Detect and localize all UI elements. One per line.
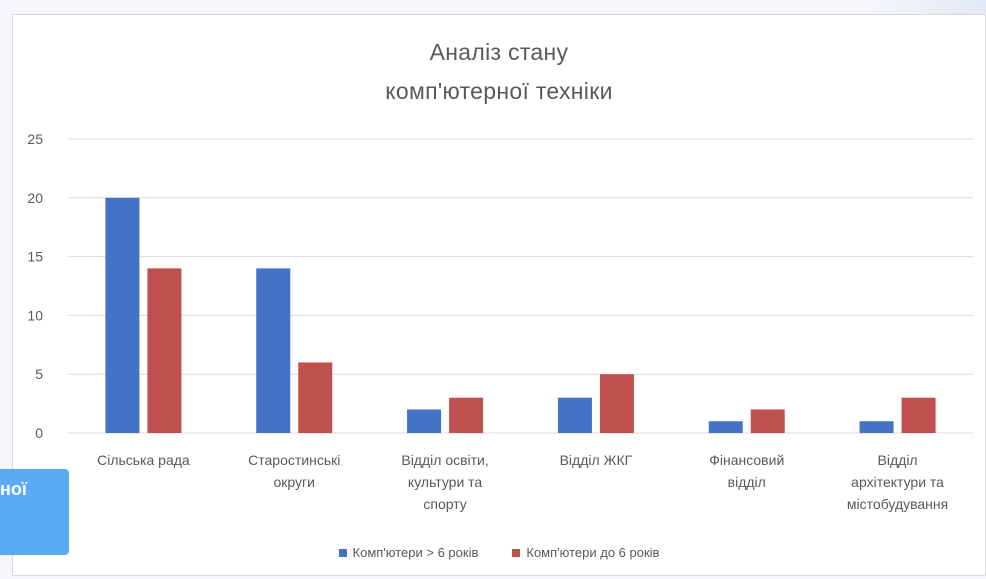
bar-series-1-cat-2 xyxy=(256,268,291,433)
bar-series-2-cat-5 xyxy=(750,409,785,433)
bar-series-2-cat-2 xyxy=(298,362,333,433)
bar-series-2-cat-4 xyxy=(599,374,634,433)
chart-title-line-1: Аналіз стану xyxy=(429,39,569,65)
bar-series-1-cat-4 xyxy=(557,397,592,433)
legend-item-series-2: Комп'ютери до 6 років xyxy=(512,545,659,560)
bar-series-2-cat-1 xyxy=(147,268,182,433)
legend-label-series-2: Комп'ютери до 6 років xyxy=(526,545,660,560)
overlay-text: ної xyxy=(0,479,27,499)
chart-title-line-2: комп'ютерної техніки xyxy=(385,78,613,104)
y-tick-label: 25 xyxy=(27,131,43,147)
category-label: Сільська рада xyxy=(97,452,190,468)
category-label: Відділ освіти, культури та спорту xyxy=(401,452,488,512)
bar-chart: 0 5 10 15 20 25 Сільська рада Старостинські окру… xyxy=(27,131,973,512)
bar-series-2-cat-6 xyxy=(901,397,936,433)
slide-overlay-box: ної xyxy=(0,469,69,555)
legend-swatch-series-2 xyxy=(512,548,521,557)
category-label: Фінансовий відділ xyxy=(709,452,784,490)
legend-label-series-1: Комп'ютери > 6 років xyxy=(352,545,479,560)
bar-series-1-cat-1 xyxy=(105,197,140,433)
category-label: Відділ архітектури та містобудування xyxy=(847,452,948,512)
bar-series-2-cat-3 xyxy=(449,397,484,433)
y-tick-label: 5 xyxy=(35,366,43,382)
category-label: Старостинські округи xyxy=(248,452,340,490)
y-tick-label: 15 xyxy=(27,249,43,265)
chart-legend: Комп'ютери > 6 років Комп'ютери до 6 рок… xyxy=(13,545,985,560)
y-tick-label: 0 xyxy=(35,425,43,441)
y-tick-label: 20 xyxy=(27,190,43,206)
category-label: Відділ ЖКГ xyxy=(560,452,633,468)
legend-item-series-1: Комп'ютери > 6 років xyxy=(338,545,479,560)
legend-swatch-series-1 xyxy=(338,548,347,557)
y-tick-label: 10 xyxy=(27,307,43,323)
bar-series-1-cat-5 xyxy=(708,421,743,433)
bar-series-1-cat-3 xyxy=(407,409,442,433)
chart-card: Аналіз стану комп'ютерної техніки 0 5 10 15… xyxy=(12,14,986,576)
bar-series-1-cat-6 xyxy=(859,421,894,433)
